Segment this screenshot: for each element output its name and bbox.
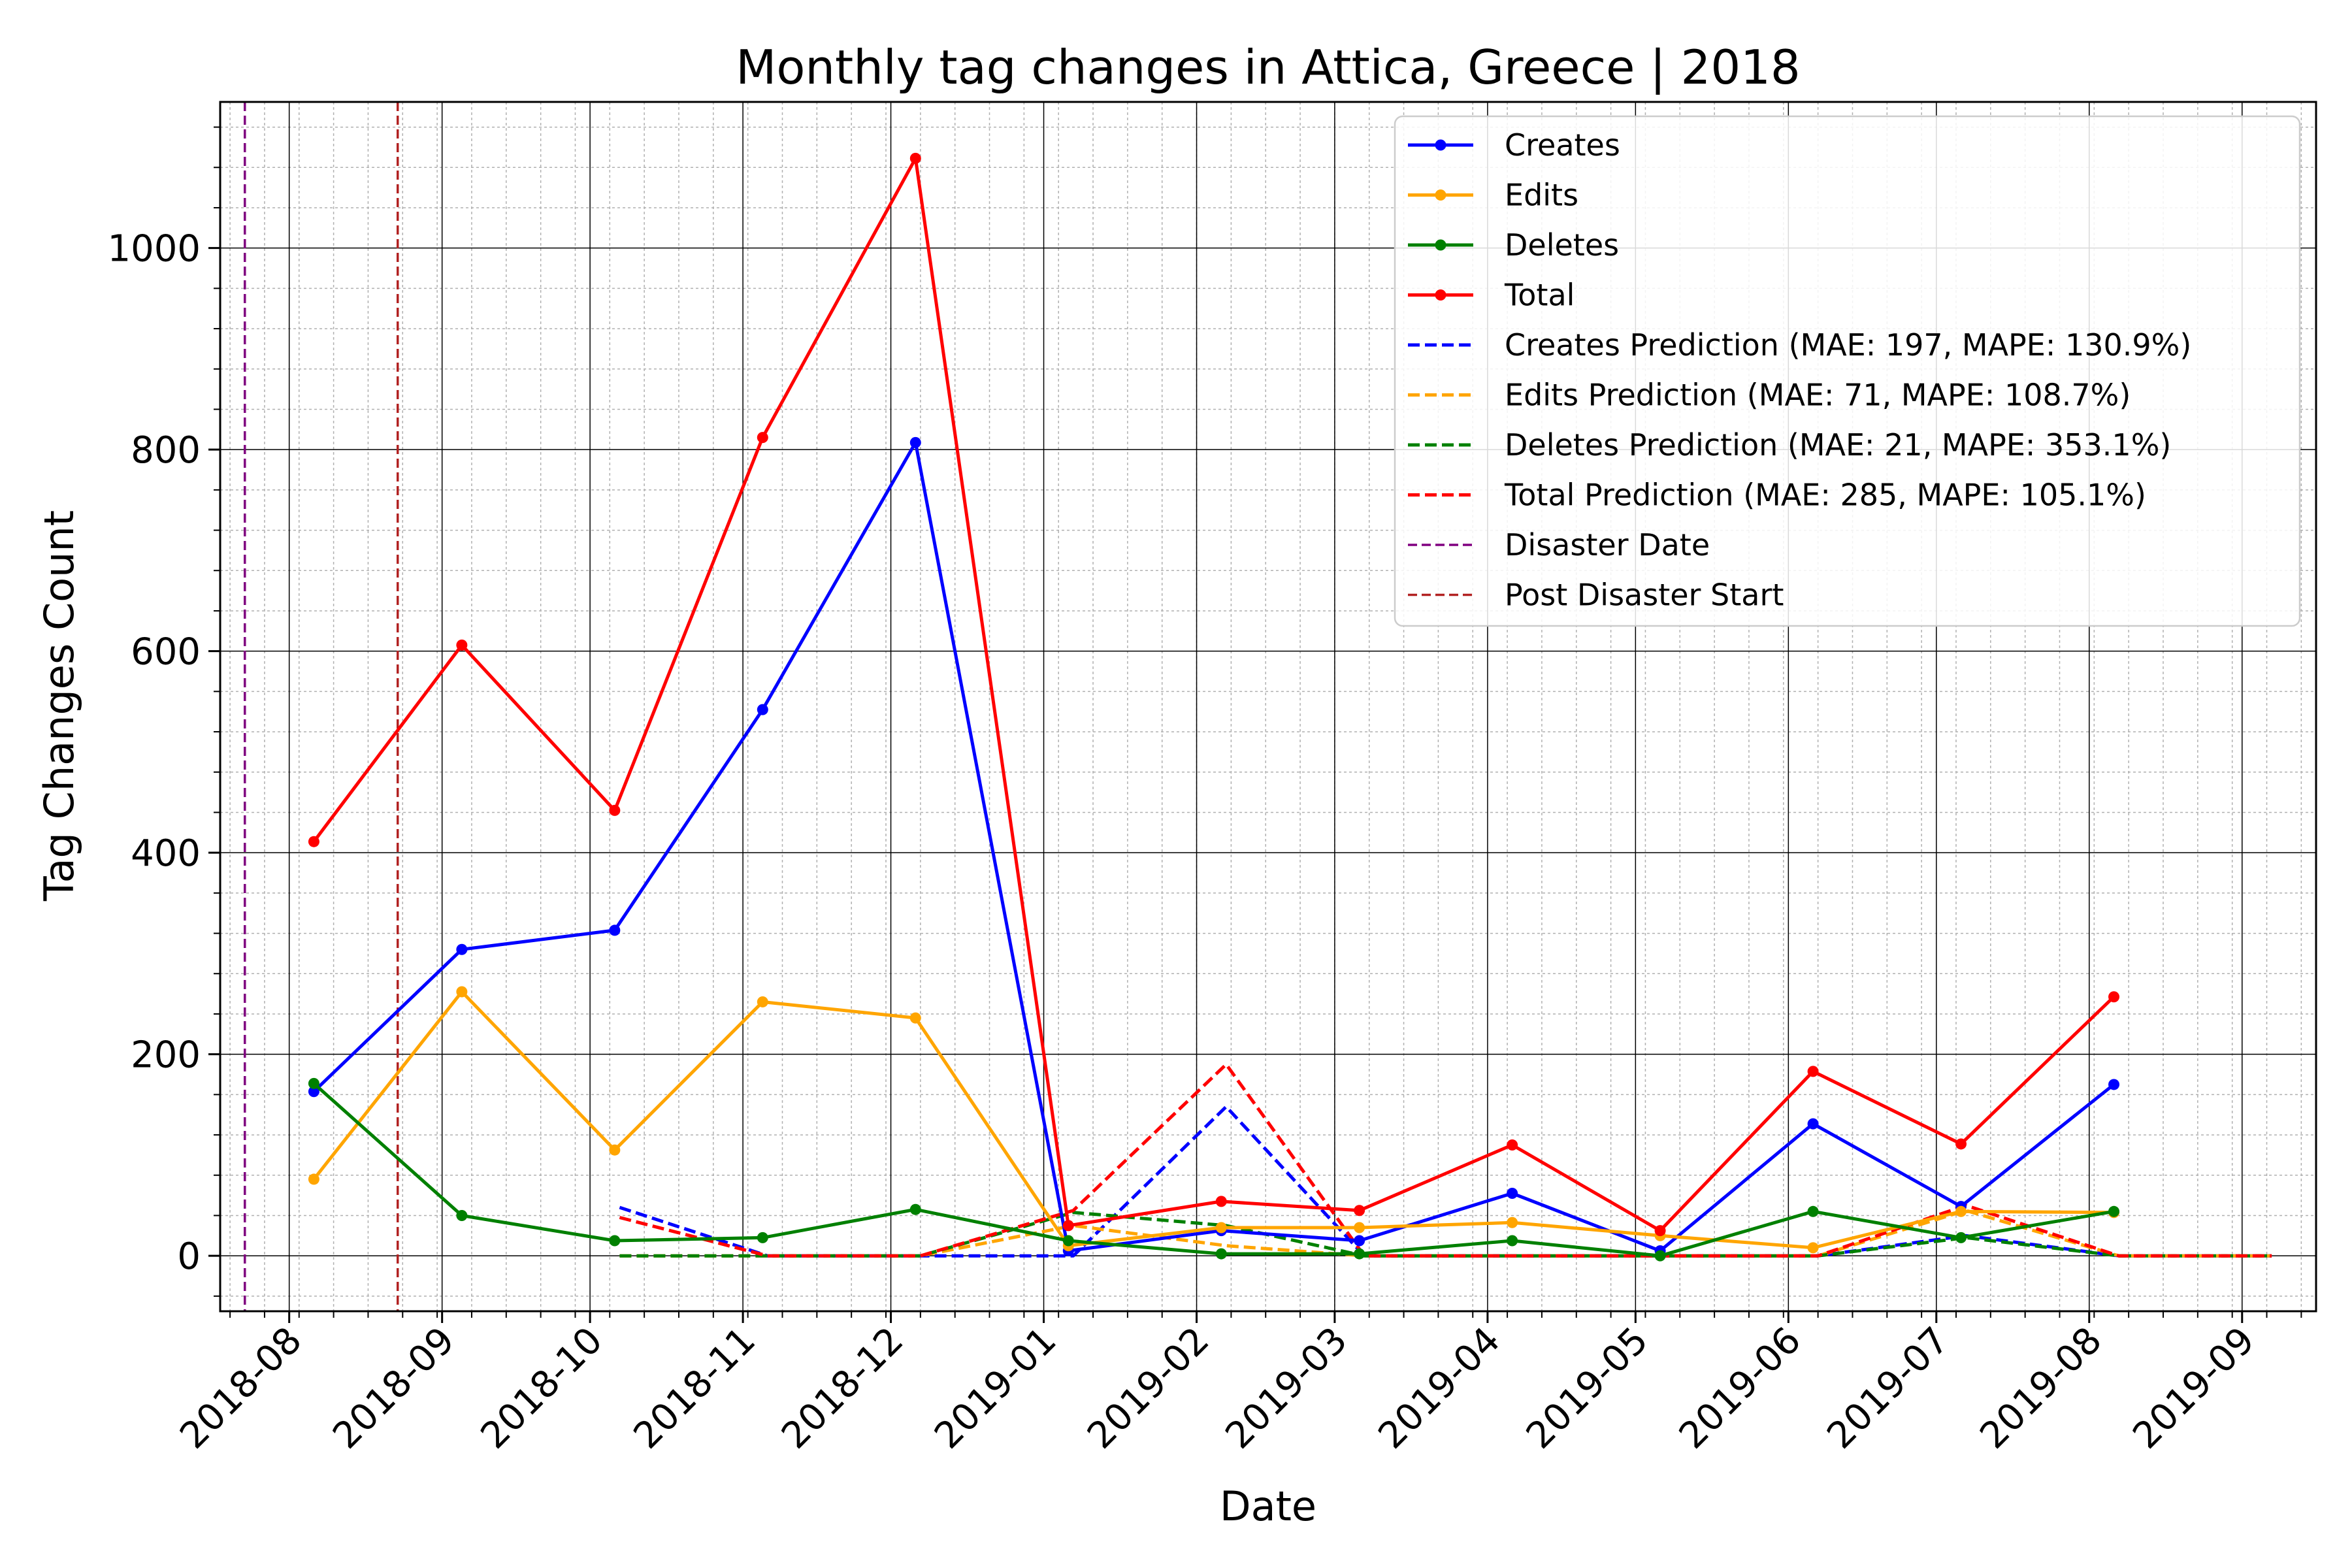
chart-title: Monthly tag changes in Attica, Greece | … (736, 40, 1801, 95)
y-tick-label: 1000 (107, 228, 201, 270)
data-point-edits (909, 1012, 921, 1024)
data-point-deletes (1955, 1232, 1967, 1243)
series-layer (308, 152, 2272, 1262)
data-point-total (1215, 1196, 1227, 1207)
data-point-total (757, 432, 768, 444)
data-point-deletes (757, 1232, 768, 1243)
legend-marker-edits (1435, 189, 1446, 201)
data-point-deletes (1507, 1235, 1518, 1247)
data-point-deletes (909, 1203, 921, 1215)
data-point-total (909, 152, 921, 164)
data-point-edits (1807, 1242, 1819, 1254)
legend-label-deletes: Deletes (1505, 227, 1619, 263)
legend-label-total-prediction: Total Prediction (MAE: 285, MAPE: 105.1%… (1504, 478, 2146, 513)
data-point-deletes (609, 1235, 621, 1247)
legend-marker-creates (1435, 139, 1446, 151)
data-point-creates (2108, 1079, 2120, 1090)
data-point-edits (1507, 1217, 1518, 1228)
data-point-deletes (1654, 1250, 1666, 1262)
data-point-creates (1354, 1235, 1365, 1247)
data-point-creates (308, 1086, 319, 1098)
data-point-edits (1215, 1222, 1227, 1233)
legend-label-disaster-date: Disaster Date (1505, 527, 1710, 563)
data-point-total (1807, 1066, 1819, 1077)
legend-label-total: Total (1504, 278, 1575, 313)
plot-frame (219, 101, 2317, 1313)
data-point-total (1354, 1205, 1365, 1217)
legend-label-edits: Edits (1505, 178, 1578, 213)
legend-label-deletes-prediction: Deletes Prediction (MAE: 21, MAPE: 353.1… (1505, 427, 2171, 463)
series-line-total-prediction (619, 1062, 2272, 1258)
data-point-edits (456, 986, 468, 998)
data-point-deletes (1807, 1205, 1819, 1217)
data-point-total (1654, 1225, 1666, 1237)
data-point-total (2108, 991, 2120, 1003)
y-axis: 0 200 400 600 800 1000 (107, 126, 220, 1297)
data-point-deletes (2108, 1205, 2120, 1217)
data-point-deletes (1354, 1248, 1365, 1260)
legend-label-creates: Creates (1505, 127, 1620, 163)
data-point-total (1507, 1139, 1518, 1151)
data-point-creates (909, 436, 921, 448)
y-tick-label: 800 (131, 429, 201, 472)
y-tick-label: 200 (131, 1034, 201, 1077)
data-point-creates (609, 924, 621, 936)
legend: Creates Edits Deletes Total Creates Predicti… (1394, 115, 2301, 627)
y-axis-label: Tag Changes Count (35, 510, 83, 902)
data-point-deletes (1215, 1248, 1227, 1260)
data-point-total (1955, 1138, 1967, 1150)
legend-label-post-disaster-start: Post Disaster Start (1505, 578, 1784, 613)
legend-marker-total (1435, 289, 1446, 301)
data-point-creates (1807, 1118, 1819, 1130)
data-point-deletes (456, 1209, 468, 1221)
y-tick-label: 400 (131, 832, 201, 875)
data-point-deletes (1062, 1235, 1074, 1247)
data-point-edits (757, 996, 768, 1007)
data-point-deletes (308, 1077, 319, 1089)
legend-label-edits-prediction: Edits Prediction (MAE: 71, MAPE: 108.7%) (1505, 378, 2131, 413)
legend-marker-deletes (1435, 239, 1446, 251)
data-point-total (456, 639, 468, 651)
x-axis-label: Date (1220, 1482, 1316, 1530)
data-point-creates (757, 704, 768, 715)
data-point-edits (1354, 1222, 1365, 1233)
legend-label-creates-prediction: Creates Prediction (MAE: 197, MAPE: 130.… (1505, 327, 2191, 363)
y-tick-label: 0 (177, 1235, 201, 1278)
data-point-creates (1507, 1188, 1518, 1200)
legend-box (1394, 115, 2301, 627)
data-point-edits (308, 1173, 319, 1185)
data-point-edits (609, 1144, 621, 1156)
y-tick-label: 600 (131, 631, 201, 674)
data-point-total (609, 804, 621, 816)
vertical-lines (243, 102, 399, 1311)
data-point-total (308, 836, 319, 847)
data-point-edits (1955, 1205, 1967, 1217)
data-point-creates (456, 943, 468, 955)
data-point-total (1062, 1220, 1074, 1232)
